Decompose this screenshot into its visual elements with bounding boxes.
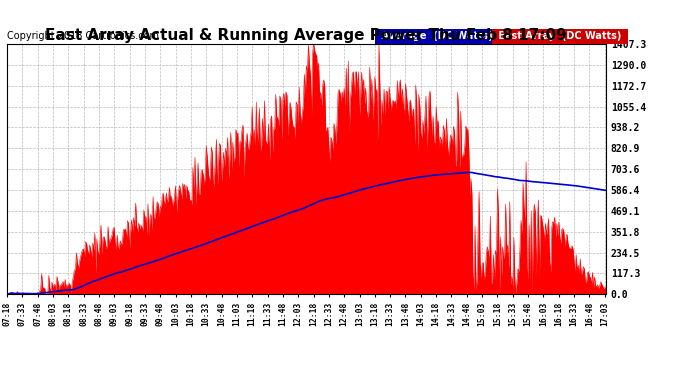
Text: Copyright 2018 Cartronics.com: Copyright 2018 Cartronics.com	[7, 32, 159, 41]
Text: East Array  (DC Watts): East Array (DC Watts)	[495, 32, 624, 41]
Text: Average  (DC Watts): Average (DC Watts)	[378, 32, 496, 41]
Title: East Array Actual & Running Average Power Thu Feb 8 17:09: East Array Actual & Running Average Powe…	[46, 28, 567, 43]
